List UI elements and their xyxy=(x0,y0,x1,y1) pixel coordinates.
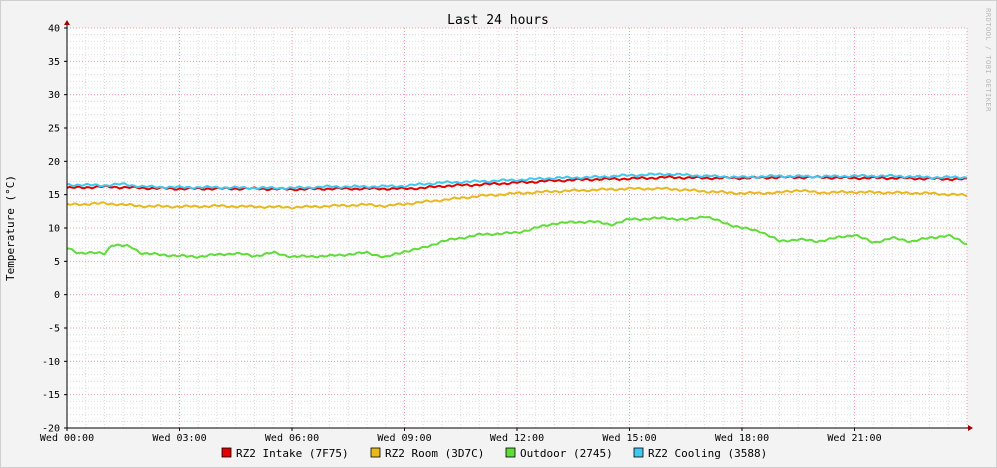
y-tick-label: 0 xyxy=(54,290,60,301)
y-tick-label: 25 xyxy=(48,124,60,135)
x-tick-label: Wed 06:00 xyxy=(265,433,319,444)
chart-title: Last 24 hours xyxy=(447,13,549,28)
y-axis-ticks: -20 -15 -10 -5 0 5 10 15 20 25 30 35 40 xyxy=(42,24,67,435)
y-tick-label: -15 xyxy=(42,390,60,401)
x-tick-label: Wed 09:00 xyxy=(377,433,431,444)
y-tick-label: -5 xyxy=(48,324,60,335)
y-tick-label: 10 xyxy=(48,224,60,235)
x-tick-label: Wed 15:00 xyxy=(602,433,656,444)
axes xyxy=(64,20,973,431)
series-line-2 xyxy=(66,186,968,210)
legend-swatch xyxy=(221,447,232,458)
y-tick-label: -10 xyxy=(42,357,60,368)
legend-swatch xyxy=(505,447,516,458)
grid-lines xyxy=(66,27,968,429)
x-tick-label: Wed 03:00 xyxy=(152,433,206,444)
y-tick-label: -20 xyxy=(42,424,60,435)
legend-entry-label: RZ2 Room (3D7C) xyxy=(385,447,484,460)
x-tick-label: Wed 00:00 xyxy=(40,433,94,444)
y-tick-label: 5 xyxy=(54,257,60,268)
y-tick-label: 35 xyxy=(48,57,60,68)
legend-entry-label: Outdoor (2745) xyxy=(520,447,613,460)
y-axis-label: Temperature (°C) xyxy=(4,175,17,281)
x-tick-label: Wed 12:00 xyxy=(490,433,544,444)
legend: RZ2 Intake (7F75) RZ2 Room (3D7C) Outdoor … xyxy=(221,447,767,460)
x-axis-arrow xyxy=(968,425,973,431)
x-axis-ticks: Wed 00:00 Wed 03:00 Wed 06:00 Wed 09:00 Wed … xyxy=(40,428,882,444)
series-line-4 xyxy=(66,172,968,191)
legend-swatch xyxy=(633,447,644,458)
legend-entry-label: RZ2 Intake (7F75) xyxy=(236,447,349,460)
rrdtool-watermark: RRDTOOL / TOBI OETIKER xyxy=(984,8,992,112)
y-tick-label: 20 xyxy=(48,157,60,168)
series-line-3 xyxy=(66,215,968,259)
y-tick-label: 40 xyxy=(48,24,60,35)
x-tick-label: Wed 18:00 xyxy=(715,433,769,444)
x-tick-label: Wed 21:00 xyxy=(827,433,881,444)
y-tick-label: 30 xyxy=(48,90,60,101)
y-tick-label: 15 xyxy=(48,190,60,201)
legend-swatch xyxy=(370,447,381,458)
y-axis-arrow xyxy=(64,20,70,25)
legend-entry-label: RZ2 Cooling (3588) xyxy=(648,447,767,460)
series-lines xyxy=(66,172,968,259)
